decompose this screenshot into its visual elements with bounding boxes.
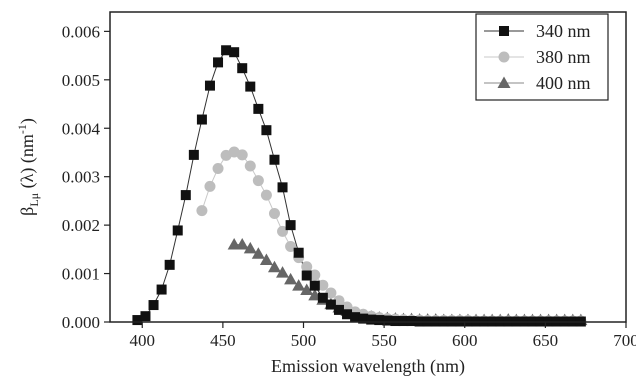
x-tick-label: 400 — [130, 331, 156, 350]
y-tick-label: 0.000 — [62, 313, 100, 332]
data-point — [301, 261, 313, 273]
legend-marker — [497, 76, 511, 88]
x-tick-label: 450 — [210, 331, 236, 350]
y-axis-title-sub: Lμ — [27, 193, 41, 207]
data-point — [342, 309, 353, 320]
data-point — [277, 182, 288, 193]
data-point — [172, 225, 183, 236]
data-point — [300, 283, 314, 296]
data-point — [204, 80, 215, 91]
data-point — [350, 312, 361, 323]
x-tick-label: 500 — [291, 331, 317, 350]
data-point — [277, 225, 289, 237]
y-axis-title-close: ) — [17, 118, 38, 124]
x-tick-label: 650 — [533, 331, 559, 350]
legend-label: 340 nm — [536, 21, 591, 41]
data-point — [204, 180, 216, 192]
legend-marker — [498, 51, 510, 63]
data-point — [261, 125, 272, 136]
data-point — [148, 300, 159, 311]
data-point — [325, 287, 337, 299]
data-point — [243, 241, 257, 254]
data-point — [140, 311, 151, 322]
data-point — [196, 114, 207, 125]
data-point — [253, 103, 264, 114]
data-point — [212, 162, 224, 174]
x-tick-label: 550 — [371, 331, 397, 350]
data-point — [406, 316, 417, 327]
data-point — [196, 205, 208, 217]
data-point — [292, 279, 306, 291]
data-point — [398, 316, 409, 327]
y-tick-label: 0.001 — [62, 265, 100, 284]
data-point — [180, 190, 191, 201]
plot-frame — [109, 11, 627, 323]
data-point — [333, 304, 344, 315]
y-axis-title-rest: (λ) (nm — [17, 134, 38, 193]
y-tick-label: 0.006 — [62, 22, 100, 41]
data-point — [235, 238, 249, 250]
data-point — [244, 160, 256, 172]
axis-ticks: 400 450 500 550 600 650 700 0.000 0.001 0.002 0.00… — [62, 22, 636, 350]
data-point — [268, 208, 280, 219]
data-point — [236, 149, 248, 161]
x-tick-label: 600 — [452, 331, 478, 350]
data-point — [267, 260, 281, 273]
y-tick-label: 0.002 — [62, 216, 100, 235]
x-tick-label: 700 — [613, 331, 636, 350]
data-point — [251, 247, 265, 259]
legend: 340 nm 380 nm 400 nm — [475, 13, 609, 101]
legend-marker — [499, 26, 509, 36]
data-point — [245, 81, 256, 92]
data-point — [366, 314, 377, 325]
data-point — [333, 295, 345, 307]
data-point — [325, 299, 336, 310]
y-tick-label: 0.005 — [62, 71, 100, 90]
data-point — [237, 63, 248, 74]
data-point — [284, 272, 298, 285]
data-point — [229, 47, 240, 58]
data-point — [164, 259, 175, 270]
data-point — [156, 284, 167, 295]
data-point — [293, 247, 304, 258]
data-point — [269, 154, 280, 165]
data-point — [309, 269, 321, 281]
data-point — [317, 279, 329, 291]
legend-label: 400 nm — [536, 73, 591, 93]
data-point — [213, 57, 224, 68]
data-point — [301, 270, 312, 281]
y-tick-label: 0.003 — [62, 168, 100, 187]
data-point — [390, 316, 401, 327]
data-point — [382, 315, 393, 326]
data-point — [309, 280, 320, 291]
y-axis-title-main: β — [17, 207, 37, 216]
data-point — [188, 149, 199, 160]
y-axis-title: βLμ (λ) (nm-1) — [15, 118, 41, 216]
data-point — [259, 253, 273, 265]
legend-label: 380 nm — [536, 47, 591, 67]
data-point — [252, 175, 264, 187]
data-point — [374, 315, 385, 326]
data-point — [285, 220, 296, 231]
y-tick-label: 0.004 — [62, 119, 101, 138]
data-point — [221, 45, 232, 56]
data-point — [317, 292, 328, 303]
y-axis-title-sup: -1 — [15, 124, 29, 134]
data-point — [132, 315, 143, 326]
data-point — [285, 240, 297, 252]
data-point — [260, 189, 272, 201]
data-point — [276, 266, 290, 278]
x-axis-title: Emission wavelength (nm) — [271, 356, 465, 377]
data-point — [358, 313, 369, 324]
